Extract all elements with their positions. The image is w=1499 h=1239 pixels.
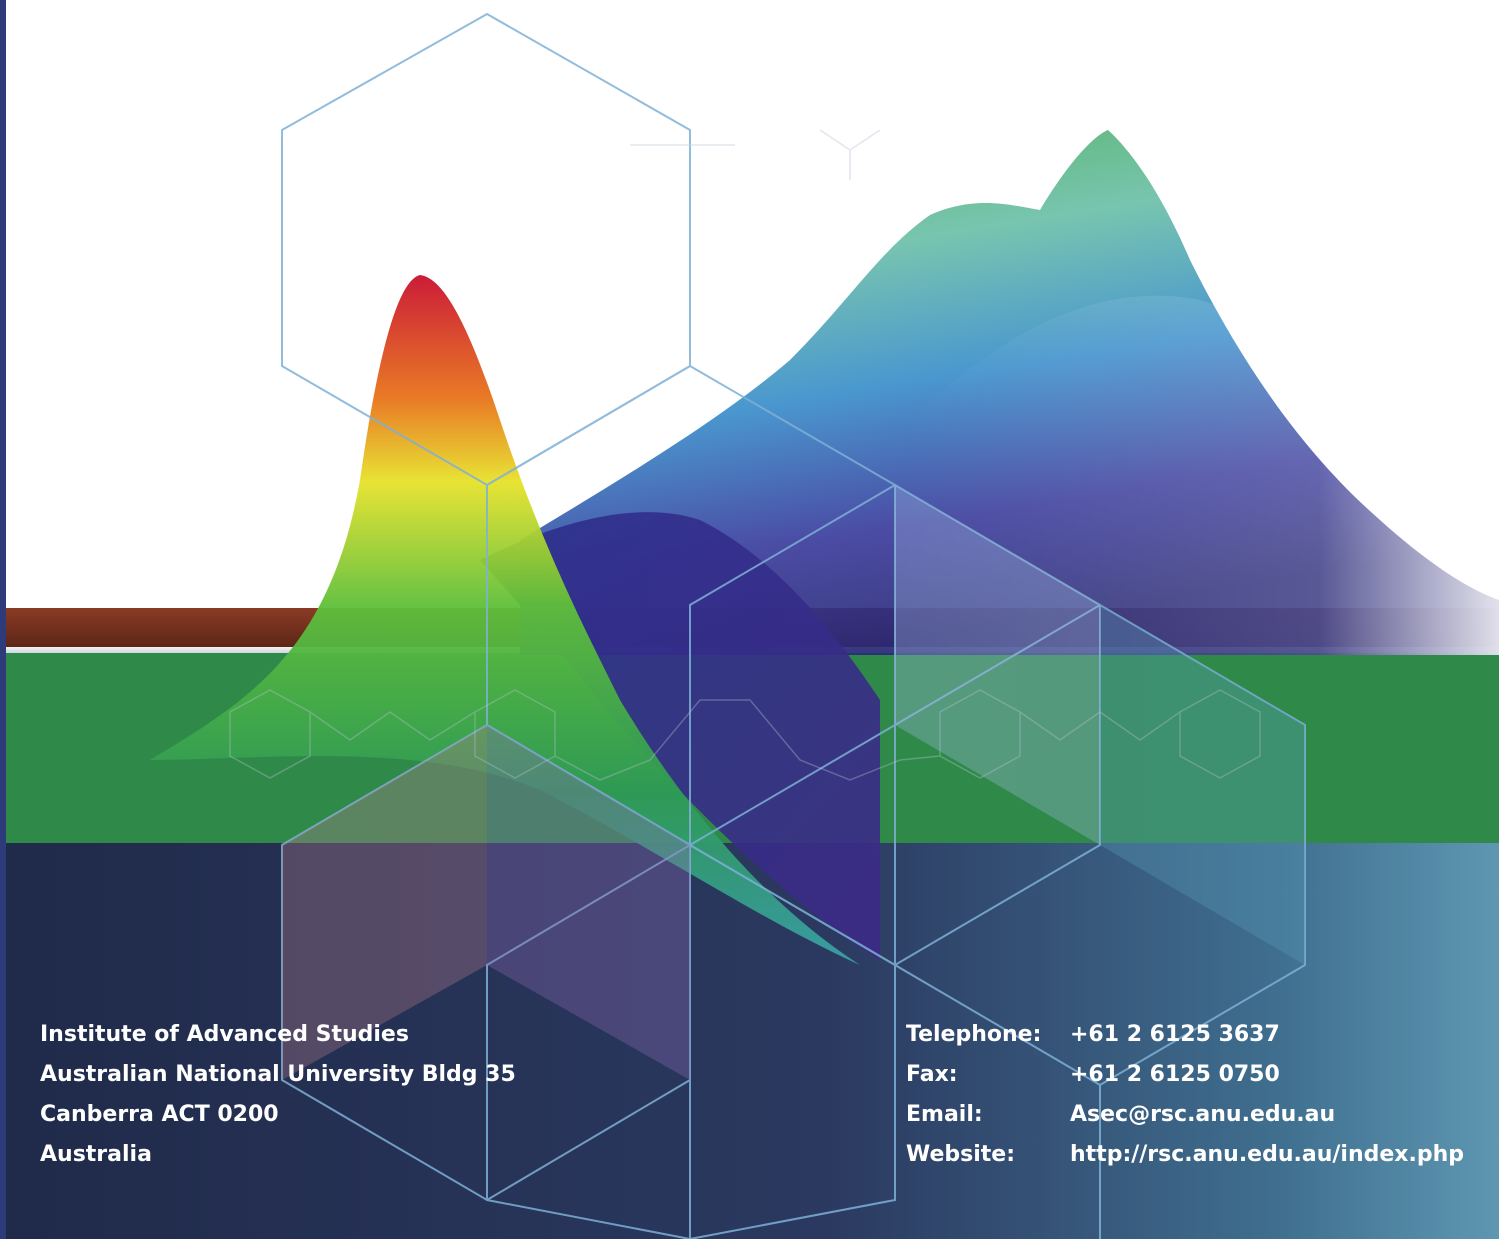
- telephone-label: Telephone:: [906, 1022, 1042, 1047]
- contact-row-website: Website: http://rsc.anu.edu.au/index.php: [906, 1135, 1464, 1175]
- contact-row-telephone: Telephone: +61 2 6125 3637: [906, 1015, 1464, 1055]
- chemical-structure-top: [630, 129, 881, 180]
- address-line-country: Australia: [40, 1142, 152, 1167]
- left-accent-rule: [0, 0, 6, 1239]
- contact-row-email: Email: Asec@rsc.anu.edu.au: [906, 1095, 1464, 1135]
- contact-row-fax: Fax: +61 2 6125 0750: [906, 1055, 1464, 1095]
- fax-value: +61 2 6125 0750: [1070, 1062, 1280, 1087]
- peak-surface: [150, 275, 860, 965]
- address-block: Institute of Advanced Studies Australian…: [40, 1015, 516, 1175]
- address-line-university: Australian National University Bldg 35: [40, 1062, 516, 1087]
- mountain-highlight: [900, 295, 1499, 655]
- translucent-facets: [282, 485, 1305, 1080]
- email-value: Asec@rsc.anu.edu.au: [1070, 1102, 1336, 1127]
- fax-label: Fax:: [906, 1062, 958, 1087]
- chemical-structure-bottom: [229, 689, 1261, 781]
- website-value: http://rsc.anu.edu.au/index.php: [1070, 1142, 1464, 1167]
- contact-details: Telephone: +61 2 6125 3637 Fax: +61 2 61…: [906, 1015, 1464, 1175]
- hexagon-grid: [281, 12, 1306, 1239]
- website-label: Website:: [906, 1142, 1016, 1167]
- email-label: Email:: [906, 1102, 983, 1127]
- address-line-city: Canberra ACT 0200: [40, 1102, 279, 1127]
- address-line-institute: Institute of Advanced Studies: [40, 1022, 409, 1047]
- telephone-value: +61 2 6125 3637: [1070, 1022, 1280, 1047]
